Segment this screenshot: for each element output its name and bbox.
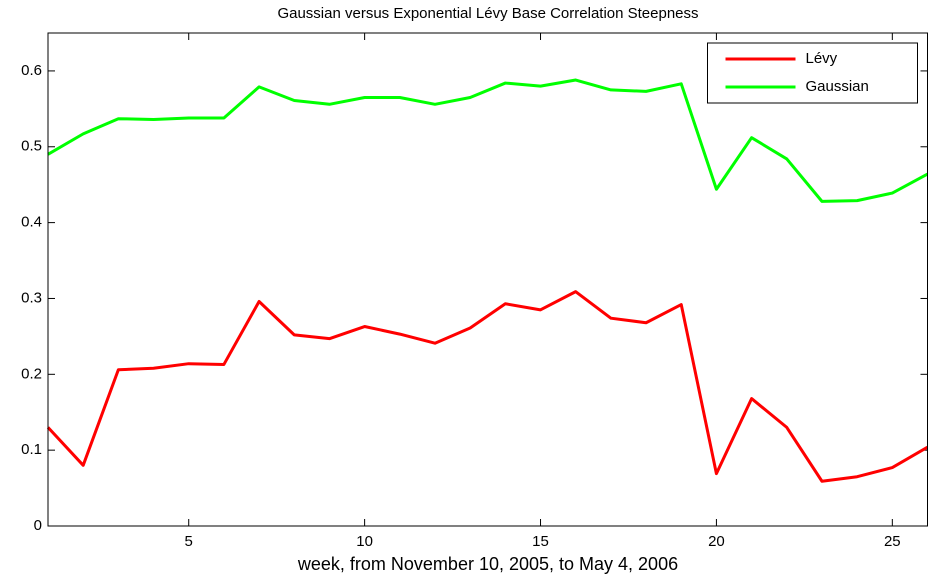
line-series bbox=[47, 78, 928, 203]
legend-box bbox=[707, 42, 918, 104]
x-tick-label: 10 bbox=[356, 533, 373, 550]
legend-label: Lévy bbox=[806, 50, 838, 67]
y-tick-label: 0.2 bbox=[21, 365, 42, 382]
y-tick-label: 0.4 bbox=[21, 214, 42, 231]
y-tick-label: 0.3 bbox=[21, 289, 42, 306]
chart-title: Gaussian versus Exponential Lévy Base Co… bbox=[277, 5, 698, 22]
x-tick-label: 25 bbox=[884, 533, 901, 550]
x-axis-label: week, from November 10, 2005, to May 4, … bbox=[297, 554, 678, 574]
y-tick-label: 0.5 bbox=[21, 138, 42, 155]
y-tick-label: 0.1 bbox=[21, 441, 42, 458]
x-tick-label: 20 bbox=[708, 533, 725, 550]
line-series bbox=[46, 290, 928, 483]
y-tick-label: 0 bbox=[34, 517, 42, 534]
x-tick-label: 5 bbox=[185, 533, 193, 550]
legend-label: Gaussian bbox=[806, 78, 869, 95]
x-tick-label: 15 bbox=[532, 533, 549, 550]
plot-frame bbox=[47, 32, 928, 527]
y-tick-label: 0.6 bbox=[21, 62, 42, 79]
